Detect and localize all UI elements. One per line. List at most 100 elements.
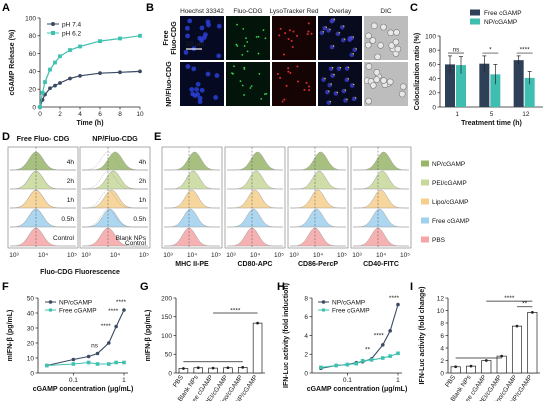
C-xtick-label: 5: [490, 111, 494, 118]
C-bar: [490, 74, 501, 107]
B-dic-cell: [387, 29, 395, 37]
H-point: [319, 365, 323, 370]
B-overlay-dot: [339, 66, 342, 69]
G-ytick-label: 50: [165, 352, 173, 359]
B-dic-cell: [370, 22, 378, 30]
E-xtick-label: 10⁴: [376, 252, 386, 259]
E-legend-swatch: [421, 160, 429, 167]
B-green-dot: [260, 97, 263, 100]
D-reference-curve: [10, 170, 76, 190]
B-overlay-dot: [331, 67, 334, 69]
E-histogram: [227, 189, 283, 209]
B-green-dot: [239, 80, 242, 83]
E-legend-label: Free cGAMP: [432, 218, 470, 225]
C-bar: [456, 65, 466, 107]
F-legend-marker: [48, 300, 53, 304]
F-point: [86, 360, 91, 365]
E-panel-xlabel: CD40-FITC: [363, 261, 399, 268]
F-sig-label: ns: [91, 343, 99, 350]
B-dic-cell: [392, 38, 400, 46]
I-sig-label: ****: [504, 295, 515, 302]
C-bar: [524, 77, 535, 107]
C-xtick-label: 1: [455, 111, 459, 118]
I-sig-label: **: [522, 301, 528, 308]
D-histogram: [10, 227, 76, 247]
B-nucleus: [197, 35, 203, 41]
D-xtick-label: 10³: [9, 252, 19, 259]
H-point: [354, 361, 359, 366]
B-red-dot: [284, 32, 287, 35]
I-ytick-label: 2: [440, 358, 444, 365]
B-green-dot: [241, 84, 244, 87]
B-nucleus: [214, 73, 220, 78]
B-column-title: DIC: [380, 8, 392, 15]
F-ytick-label: 30: [27, 325, 35, 332]
I-bar: [511, 325, 523, 374]
I-ytick-label: 12: [437, 295, 445, 302]
B-nucleus: [199, 87, 205, 93]
E-xtick-label: 10⁵: [337, 252, 347, 259]
D-row-label: 4h: [139, 159, 147, 166]
panel-letter-H: H: [277, 281, 285, 293]
E-xtick-label: 10⁴: [313, 252, 323, 259]
B-dic-cell: [369, 82, 377, 89]
A-point: [78, 44, 82, 49]
F-ylabel: mIFN-β (pg/mL): [7, 310, 14, 362]
B-overlay-dot: [354, 97, 357, 99]
G-point: [182, 367, 185, 370]
B-column-title: Overlay: [329, 8, 352, 15]
F-sig-label: ****: [108, 308, 119, 315]
B-red-dot: [305, 81, 308, 84]
A-point: [68, 48, 72, 52]
E-xtick-label: 10⁵: [211, 252, 221, 259]
F-legend-label: NP/cGAMP: [59, 299, 92, 306]
E-xtick-label: 10³: [226, 252, 236, 259]
B-dic-cell: [386, 78, 394, 86]
B-column-title: Fluo-CDG: [233, 8, 262, 15]
A-point: [48, 86, 52, 91]
C-legend-label: Free cGAMP: [484, 10, 522, 17]
B-red-dot: [306, 33, 309, 36]
G-point: [196, 366, 200, 370]
G-ytick-label: 100: [161, 333, 172, 340]
A-point: [38, 105, 42, 109]
A-point: [98, 71, 102, 76]
D-reference-curve: [82, 151, 148, 171]
B-red-dot: [287, 38, 290, 41]
C-xtick-label: 12: [522, 111, 530, 118]
H-xtick-label: 1: [396, 377, 400, 384]
D-panel-title: Free Fluo- CDG: [17, 134, 70, 143]
E-legend-swatch: [421, 179, 429, 186]
B-green-dot: [255, 36, 258, 38]
B-green-dot: [235, 43, 238, 46]
D-reference-curve: [10, 208, 76, 228]
E-xtick-label: 10³: [352, 252, 362, 259]
D-panel-title: NP/Fluo-CDG: [92, 134, 138, 143]
A-xtick-label: 2: [58, 111, 62, 118]
C-sig-label: *: [489, 47, 492, 54]
I-point: [469, 364, 473, 368]
C-legend-label: NP/cGAMP: [484, 19, 517, 26]
E-histogram: [290, 208, 346, 228]
D-row-label: 2h: [139, 178, 147, 185]
B-dic-cell: [365, 32, 372, 40]
B-overlay-dot: [338, 32, 341, 34]
I-bar: [496, 355, 507, 374]
B-nucleus: [195, 81, 201, 87]
B-red-dot: [308, 89, 311, 92]
B-image-tile: [272, 62, 316, 106]
E-panel-xlabel: MHC II-PE: [175, 261, 209, 268]
E-panel-xlabel: CD86-PercP: [298, 261, 338, 268]
A-point: [98, 39, 102, 44]
F-point: [71, 362, 76, 366]
E-xtick-label: 10⁵: [274, 252, 284, 259]
I-bar: [481, 360, 492, 374]
H-legend-marker: [321, 300, 326, 304]
A-ytick-label: 0: [32, 104, 36, 111]
H-point: [396, 302, 400, 307]
B-red-dot: [296, 80, 299, 83]
A-point: [78, 73, 82, 78]
F-line: [46, 309, 125, 367]
B-nucleus: [195, 92, 200, 97]
B-dic-cell: [394, 45, 402, 53]
